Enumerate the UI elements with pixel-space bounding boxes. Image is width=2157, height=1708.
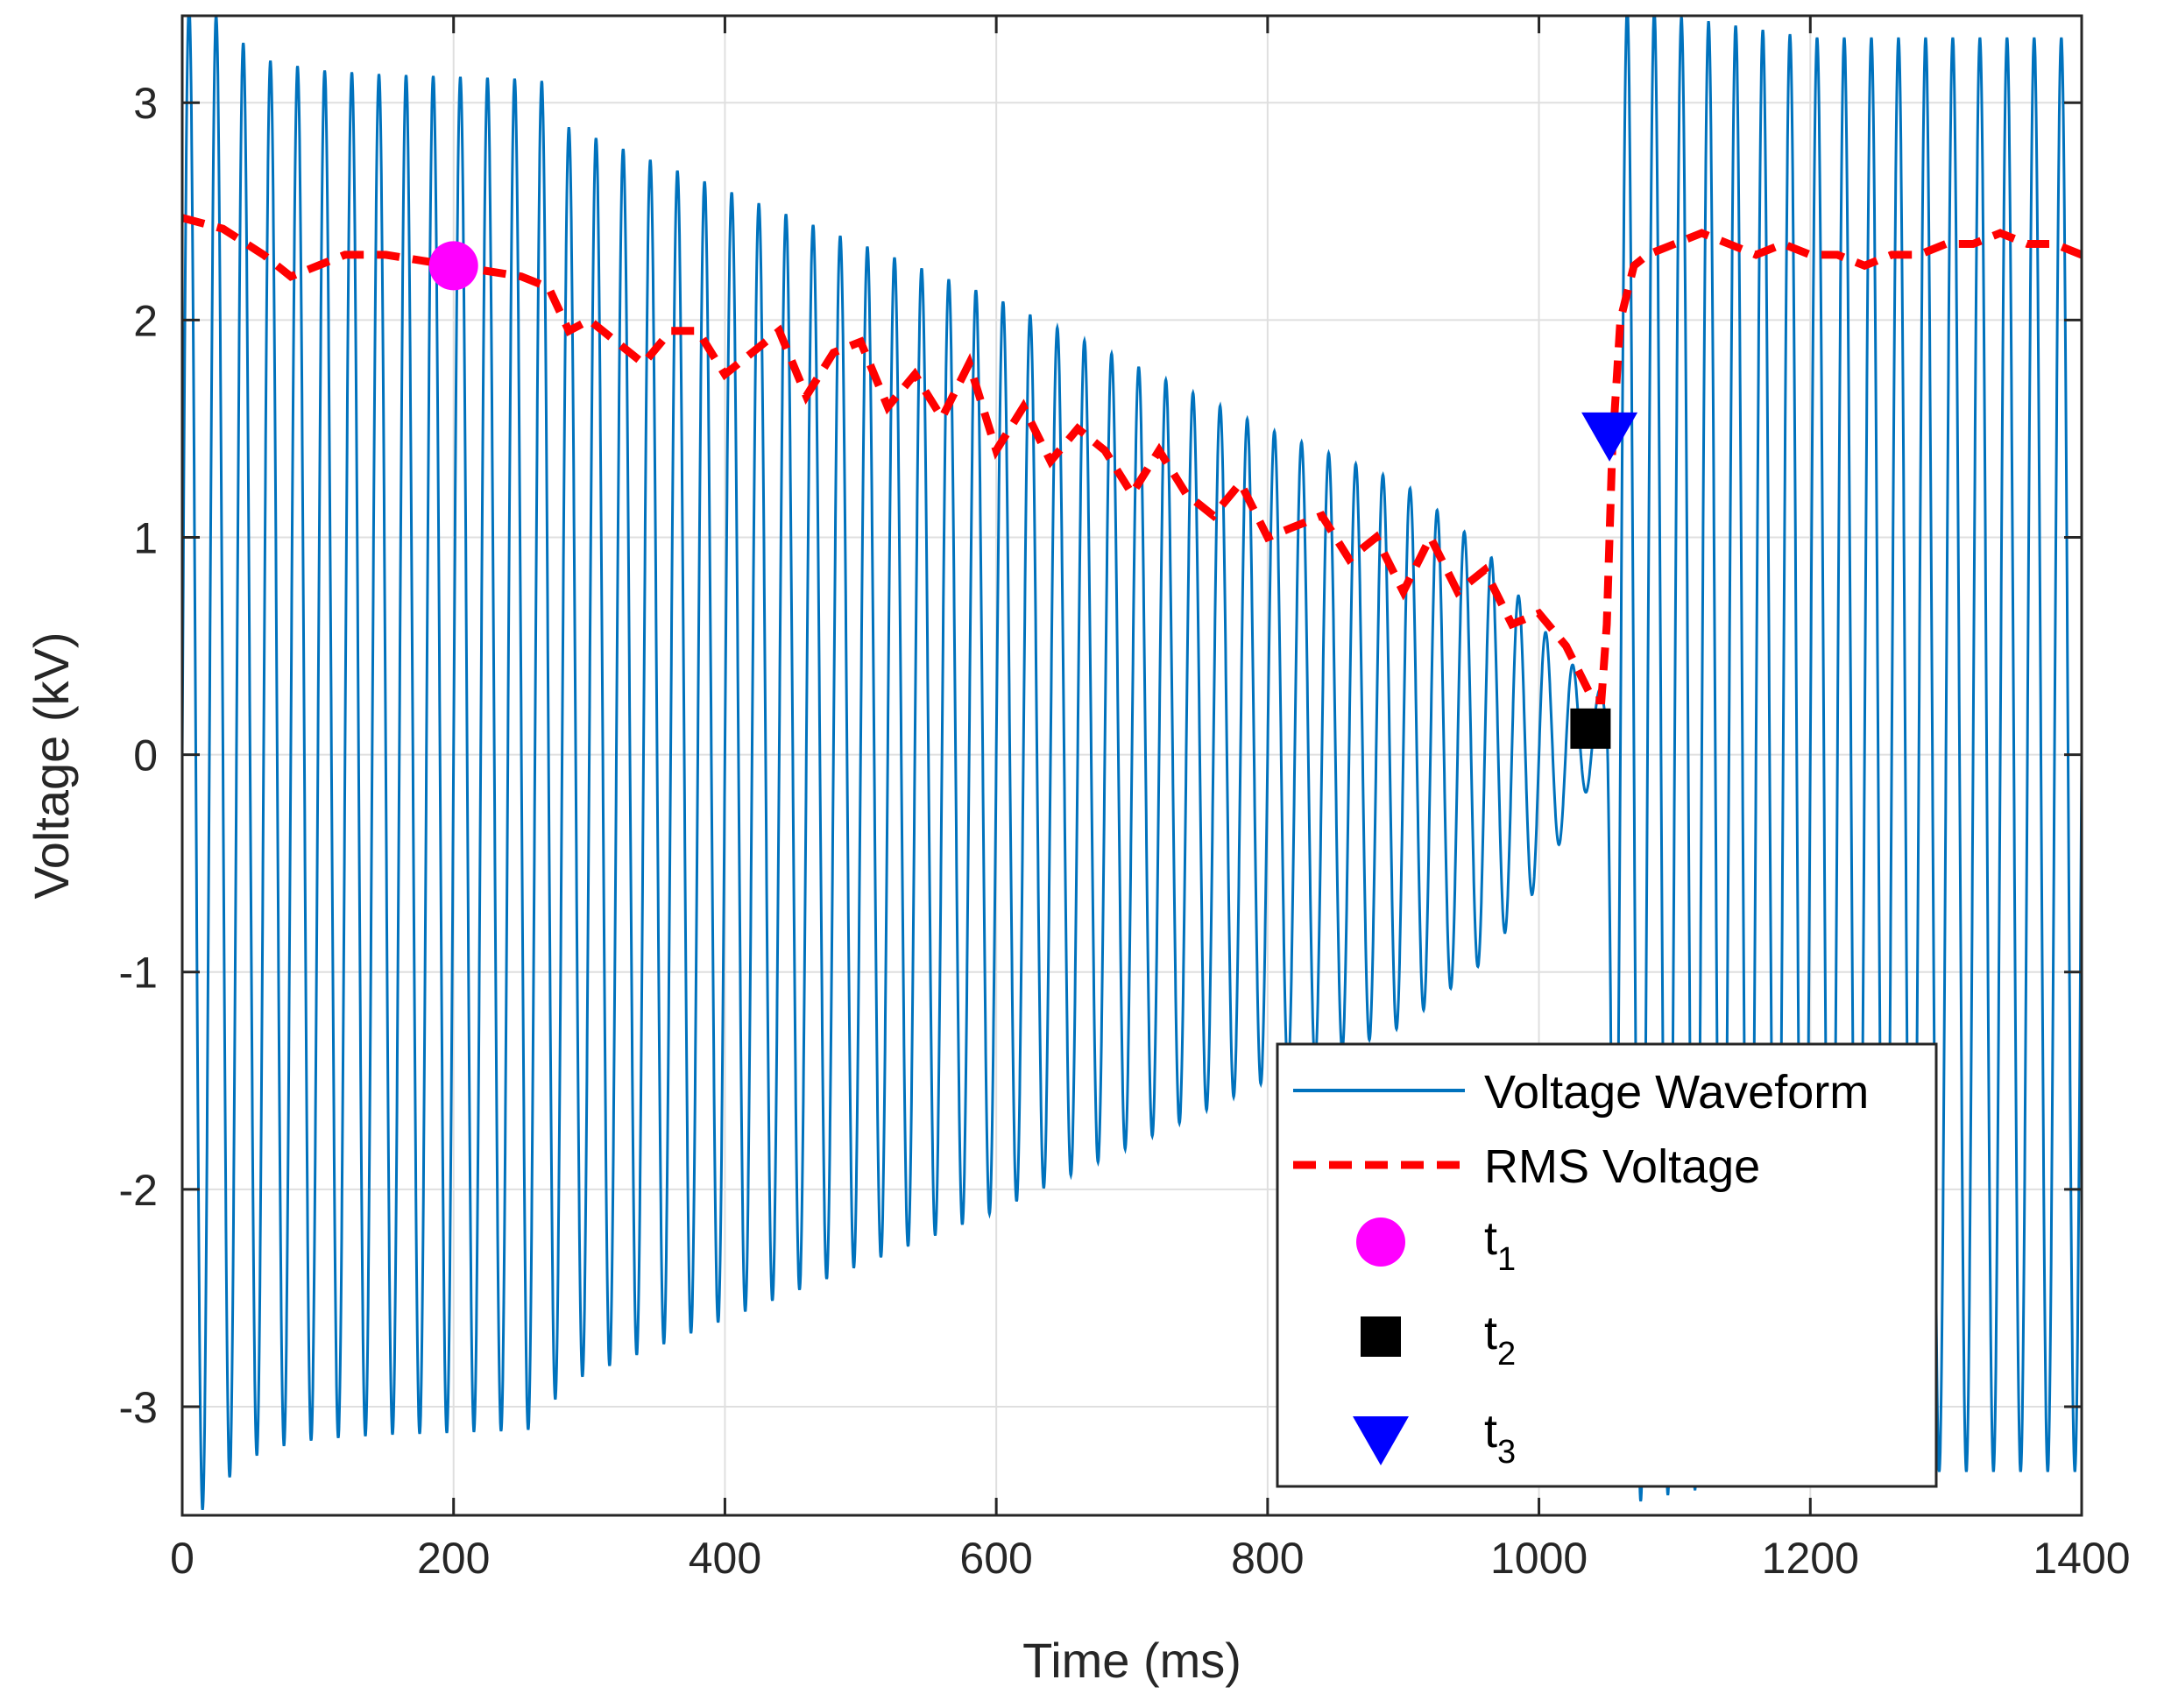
legend-t3-subscript: 3 [1497, 1434, 1516, 1471]
axis-ticks [180, 16, 2083, 1515]
legend: Voltage Waveform RMS Voltage t1 t2 t3 [1276, 1042, 1938, 1488]
legend-t1-subscript: 1 [1497, 1241, 1516, 1278]
y-tick-label-4: 1 [133, 513, 158, 562]
x-tick-label-5: 1000 [1490, 1534, 1588, 1583]
legend-t3-base: t [1484, 1405, 1497, 1457]
legend-t1-base: t [1484, 1212, 1497, 1265]
event-markers [428, 241, 1638, 749]
x-tick-label-7: 1400 [2033, 1534, 2130, 1583]
x-tick-label-3: 600 [959, 1534, 1032, 1583]
y-tick-label-5: 2 [133, 296, 158, 345]
rms-voltage-line [182, 214, 2082, 705]
legend-label-t3: t3 [1484, 1405, 1516, 1471]
legend-t3-swatch [1353, 1416, 1409, 1465]
voltage-waveform-line [182, 16, 2082, 1511]
legend-label-t1: t1 [1484, 1212, 1516, 1278]
y-tick-label-0: -3 [119, 1383, 158, 1432]
x-tick-label-6: 1200 [1762, 1534, 1859, 1583]
legend-t2-swatch [1361, 1316, 1401, 1357]
axes-box [180, 14, 2083, 1517]
x-tick-label-2: 400 [689, 1534, 761, 1583]
y-tick-label-1: -2 [119, 1166, 158, 1215]
x-tick-label-4: 800 [1231, 1534, 1304, 1583]
y-tick-labels: -3 -2 -1 0 1 2 3 [119, 79, 158, 1432]
x-tick-labels: 0 200 400 600 800 1000 1200 1400 [170, 1534, 2131, 1583]
marker-t1 [428, 241, 478, 291]
y-tick-label-2: -1 [119, 949, 158, 998]
y-tick-label-3: 0 [133, 731, 158, 780]
legend-label-t2: t2 [1484, 1307, 1516, 1373]
legend-t2-base: t [1484, 1307, 1497, 1359]
legend-t2-subscript: 2 [1497, 1336, 1516, 1373]
legend-label-rms: RMS Voltage [1484, 1140, 1760, 1193]
legend-t1-swatch [1356, 1217, 1405, 1267]
marker-t3 [1581, 412, 1638, 462]
x-tick-label-1: 200 [417, 1534, 490, 1583]
x-tick-label-0: 0 [170, 1534, 194, 1583]
marker-t2 [1570, 708, 1611, 749]
legend-label-waveform: Voltage Waveform [1484, 1066, 1869, 1119]
y-tick-label-6: 3 [133, 79, 158, 128]
x-axis-label: Time (ms) [1022, 1633, 1241, 1688]
y-axis-label: Voltage (kV) [24, 632, 79, 899]
